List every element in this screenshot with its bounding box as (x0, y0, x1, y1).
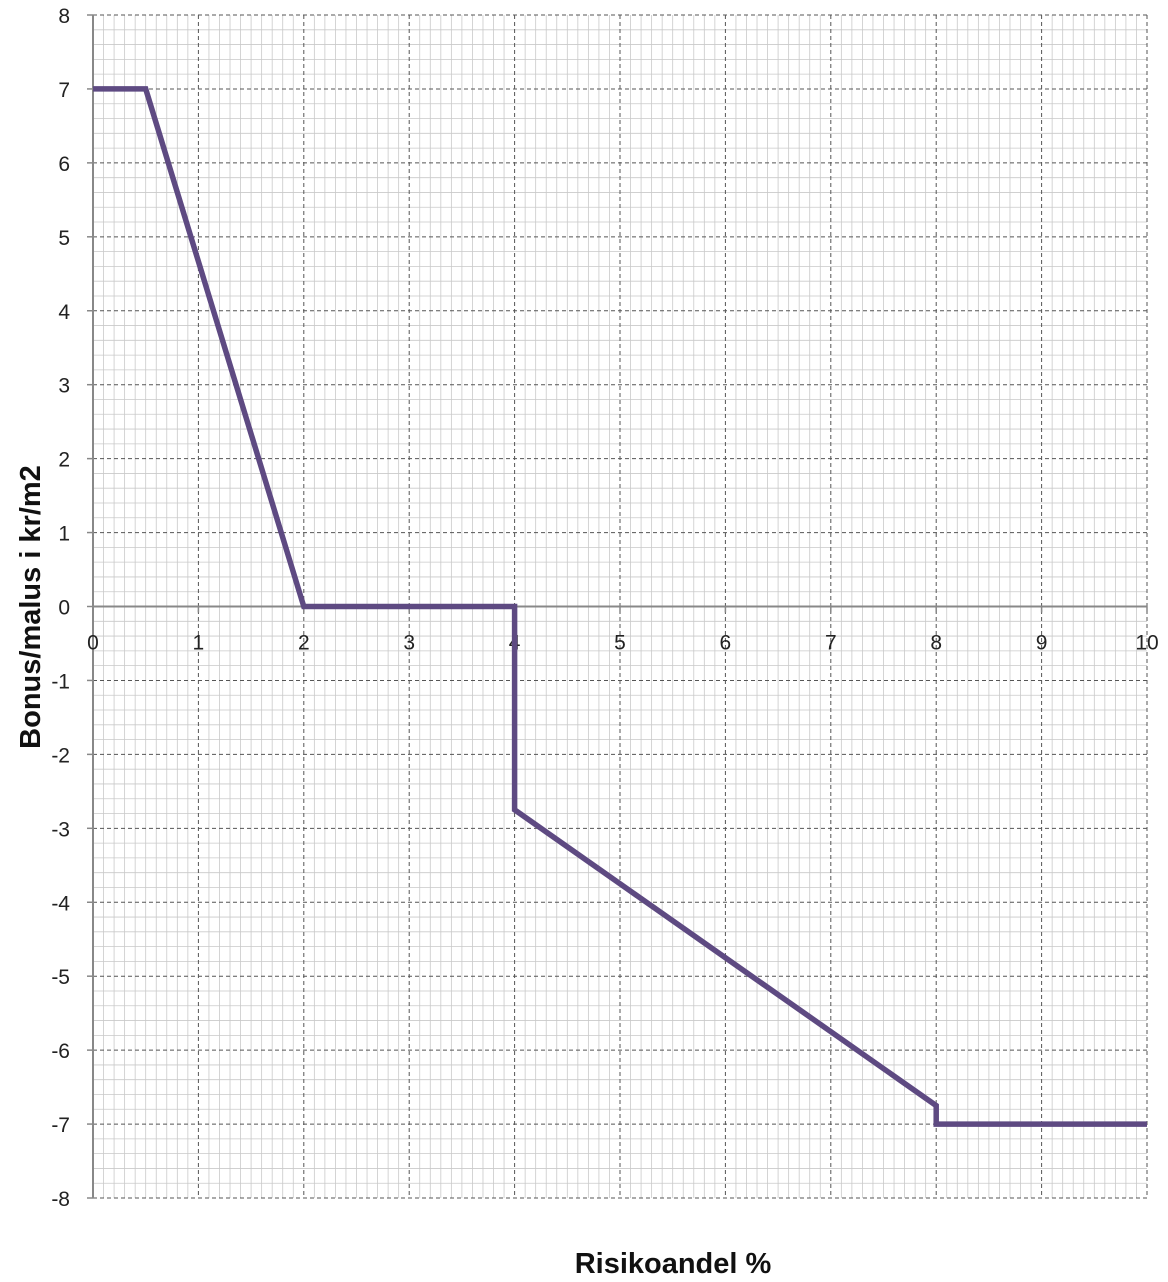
series-line (93, 86, 1147, 1127)
x-tick-label: 6 (720, 632, 732, 655)
y-tick-label: 6 (58, 153, 70, 176)
x-tick-label: 7 (825, 632, 837, 655)
x-tick-label: 5 (614, 632, 626, 655)
y-tick-labels: 8 7 6 5 4 3 2 1 0 -1 -2 -3 -4 -5 -6 -7 -8 (51, 5, 70, 1211)
y-tick-label: 5 (58, 227, 70, 250)
x-tick-label: 0 (87, 632, 99, 655)
x-tick-labels: 0 1 2 3 4 5 6 7 8 9 10 (87, 632, 1159, 655)
axes (87, 14, 1148, 1199)
series-layer (93, 86, 1147, 1127)
x-tick-label: 10 (1135, 632, 1158, 655)
x-axis-title: Risikoandel % (575, 1248, 772, 1280)
y-tick-label: -4 (51, 892, 70, 915)
y-tick-label: 3 (58, 375, 70, 398)
y-tick-label: 0 (58, 597, 70, 620)
y-tick-label: -7 (51, 1114, 70, 1137)
y-tick-label: -5 (51, 966, 70, 989)
y-tick-label: 4 (58, 301, 70, 324)
y-tick-label: -1 (51, 670, 70, 693)
x-tick-label: 8 (930, 632, 942, 655)
y-tick-label: 7 (58, 79, 70, 102)
y-axis-title: Bonus/malus i kr/m2 (15, 465, 47, 749)
y-tick-label: -8 (51, 1188, 70, 1211)
y-tick-label: 2 (58, 449, 70, 472)
x-tick-label: 9 (1036, 632, 1048, 655)
x-tick-label: 3 (403, 632, 415, 655)
x-tick-label: 1 (193, 632, 205, 655)
y-tick-label: -2 (51, 744, 70, 767)
y-tick-label: 8 (58, 5, 70, 28)
y-tick-label: 1 (58, 523, 70, 546)
y-tick-label: -3 (51, 818, 70, 841)
x-tick-label: 2 (298, 632, 310, 655)
y-tick-label: -6 (51, 1040, 70, 1063)
